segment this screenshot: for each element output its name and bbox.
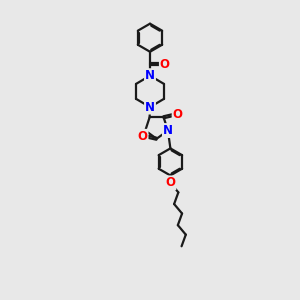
Text: O: O bbox=[160, 58, 170, 70]
Text: N: N bbox=[163, 124, 173, 137]
Text: N: N bbox=[145, 69, 155, 82]
Text: O: O bbox=[138, 130, 148, 143]
Text: N: N bbox=[145, 100, 155, 114]
Text: O: O bbox=[165, 176, 176, 189]
Text: O: O bbox=[172, 108, 183, 121]
